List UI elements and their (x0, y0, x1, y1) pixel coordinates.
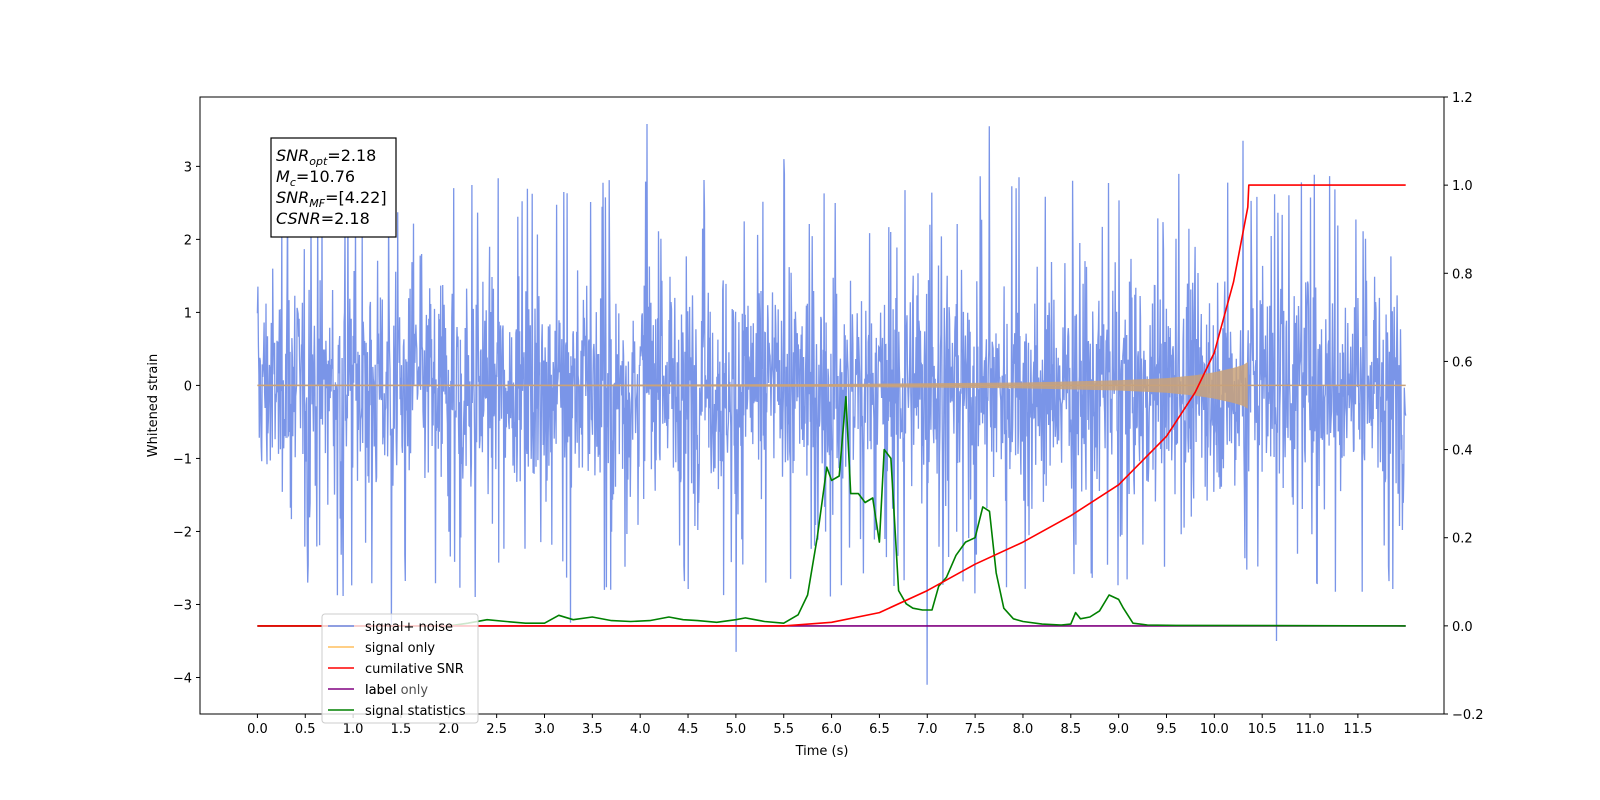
x-tick-label: 0.5 (295, 722, 316, 737)
legend-label: signal only (365, 641, 435, 656)
annotation-value: =10.76 (296, 167, 355, 186)
annotation-line: SNRopt=2.18 (276, 146, 376, 168)
y-axis-label: Whitened strain (146, 354, 161, 457)
y-tick-label: −4 (173, 671, 192, 686)
y-tick-label: −2 (173, 525, 192, 540)
legend-frame (321, 613, 479, 724)
x-tick-label: 2.0 (438, 722, 459, 737)
annotation-subscript: c (290, 176, 296, 189)
x-tick-label: 7.0 (917, 722, 938, 737)
y-right-tick-label: 0.8 (1452, 267, 1473, 282)
x-tick-label: 9.0 (1108, 722, 1129, 737)
x-tick-label: 3.0 (534, 722, 555, 737)
y-tick-label: −3 (173, 598, 192, 613)
annotation-line: Mc=10.76 (276, 167, 355, 189)
annotation-symbol: SNR (276, 188, 309, 207)
x-tick-label: 1.0 (343, 722, 364, 737)
y-tick-label: −1 (173, 452, 192, 467)
y-right-tick-label: 0.0 (1452, 620, 1473, 635)
x-tick-label: 5.0 (726, 722, 747, 737)
series-cumulative-snr-line (257, 184, 1406, 627)
x-tick-label: 4.5 (678, 722, 699, 737)
x-tick-label: 10.5 (1248, 722, 1277, 737)
y-right-tick-label: 0.4 (1452, 444, 1473, 459)
y-tick-label: 2 (184, 233, 192, 248)
x-tick-label: 6.5 (869, 722, 890, 737)
x-tick-label: 7.5 (965, 722, 986, 737)
series-signal-statistics-line (257, 395, 1406, 627)
annotation-value: =[4.22] (325, 188, 387, 207)
x-axis-label: Time (s) (795, 744, 849, 759)
annotation-value: =2.18 (321, 209, 370, 228)
y-right-tick-label: 0.6 (1452, 355, 1473, 370)
annotation-symbol: M (276, 167, 290, 186)
annotation-line: CSNR=2.18 (276, 209, 370, 228)
y-tick-label: 1 (184, 306, 192, 321)
axis-layer: 0.0 0.5 1.0 1.5 2.0 2.5 3.0 3.5 4.0 4.5 5.0 5.5 6.0 6… (173, 91, 1484, 737)
y-tick-label: 3 (184, 160, 192, 175)
legend-overlap-label: label only (365, 683, 428, 698)
annotation-symbol: CSNR (276, 209, 321, 228)
x-tick-label: 11.5 (1343, 722, 1372, 737)
annotation-subscript: opt (309, 155, 328, 168)
x-tick-label: 4.0 (630, 722, 651, 737)
y-right-tick-label: 1.0 (1452, 179, 1473, 194)
legend-label: signal+ noise (365, 620, 453, 635)
x-tick-label: 2.5 (486, 722, 507, 737)
series-signal-noise-line (256, 123, 1407, 685)
annotation-symbol: SNR (276, 146, 309, 165)
x-tick-label: 0.0 (247, 722, 268, 737)
y-right-tick-label: 1.2 (1452, 91, 1473, 106)
legend-label: label (365, 683, 396, 698)
x-tick-label: 1.5 (391, 722, 412, 737)
x-tick-label: 6.0 (821, 722, 842, 737)
legend-label: cumilative SNR (365, 662, 464, 677)
legend: signal+ noise signal only cumilative SNR la… (321, 613, 479, 724)
legend-label: signal statistics (365, 704, 466, 719)
x-tick-label: 11.0 (1296, 722, 1325, 737)
x-tick-label: 3.5 (582, 722, 603, 737)
y-right-tick-label: 0.2 (1452, 532, 1473, 547)
x-tick-label: 9.5 (1156, 722, 1177, 737)
y-right-tick-label: −0.2 (1452, 708, 1484, 723)
y-tick-label: 0 (184, 379, 192, 394)
annotation-line: SNRMF=[4.22] (276, 188, 387, 210)
x-tick-label: 5.5 (773, 722, 794, 737)
annotation-frame (270, 137, 397, 238)
plot-frame (199, 96, 1445, 715)
annotation-value: =2.18 (327, 146, 376, 165)
annotation-subscript: MF (309, 197, 325, 210)
x-tick-label: 8.5 (1060, 722, 1081, 737)
x-tick-label: 8.0 (1013, 722, 1034, 737)
x-tick-label: 10.0 (1200, 722, 1229, 737)
